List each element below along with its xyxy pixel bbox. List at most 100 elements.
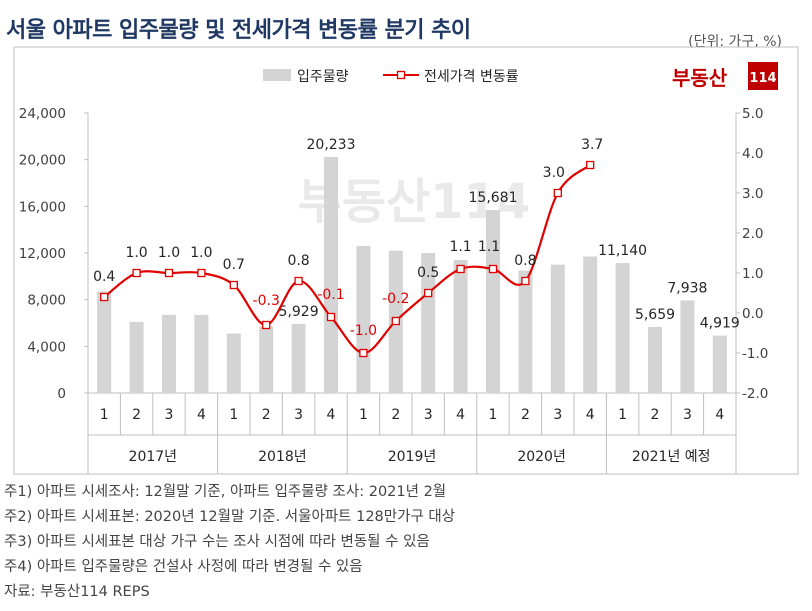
line-value-label: 1.0 [190,245,212,261]
y-left-tick-label: 0 [57,386,66,402]
bar-18 [648,326,662,393]
line-value-label: 0.4 [93,269,115,285]
y-left-tick-label: 4,000 [27,339,66,355]
note-source: 자료: 부동산114 REPS [4,584,150,600]
x-quarter-label: 4 [197,407,206,423]
y-right-tick-label: 2.0 [742,226,763,242]
line-series-path [103,164,591,355]
note-3: 주3) 아파트 시세표본 대상 가구 수는 조사 시점에 따라 변동될 수 있음 [4,534,430,550]
note-2: 주2) 아파트 시세표본: 2020년 12월말 기준. 서울아파트 128만가… [4,509,456,525]
bar-14 [518,270,533,393]
line-value-label: 1.0 [158,245,180,261]
x-year-label: 2017년 [129,449,178,465]
legend-line-label: 전세가격 변동률 [424,69,519,85]
line-point-7 [294,276,303,286]
line-value-label: 0.5 [417,265,439,281]
bar-7 [291,323,306,393]
logo-number: 114 [749,71,776,86]
y-left-tick-label: 24,000 [19,106,66,122]
bar-value-label: 7,938 [667,280,707,296]
x-year-label: 2020년 [517,449,566,465]
line-point-6 [262,320,271,330]
x-quarter-label: 1 [229,407,238,423]
bar-4 [194,314,209,393]
y-left-tick-label: 20,000 [19,153,66,169]
y-right-tick-label: -2.0 [742,386,768,402]
y-left-tick-label: 12,000 [19,246,66,262]
x-quarter-label: 4 [586,407,595,423]
line-value-label: 3.7 [581,137,603,153]
bar-1 [97,291,112,393]
x-quarter-label: 3 [165,407,174,423]
chart-title: 서울 아파트 입주물량 및 전세가격 변동률 분기 추이 [6,18,471,43]
logo-badge [748,62,778,90]
bar-3 [162,314,176,393]
line-value-label: 1.1 [478,239,500,255]
bar-value-label: 5,659 [635,307,675,323]
x-quarter-label: 4 [327,407,336,423]
bar-12 [453,260,468,393]
bar-value-label: 20,233 [307,137,356,153]
bar-5 [226,333,241,393]
line-value-label: 0.7 [223,257,245,273]
legend-line-marker [396,70,406,80]
x-quarter-label: 3 [553,407,562,423]
x-quarter-label: 1 [618,407,627,423]
line-point-3 [164,268,174,278]
legend-bar-label: 입주물량 [297,69,349,85]
x-quarter-label: 4 [715,407,724,423]
line-point-10 [391,316,400,326]
bar-8 [324,156,338,393]
legend-bar-swatch [263,69,291,81]
bar-13 [486,210,500,393]
x-quarter-label: 2 [521,407,530,423]
unit-label: (단위: 가구, %) [688,34,782,50]
y-right-tick-label: 0.0 [742,306,763,322]
bar-value-label: 5,929 [279,304,319,320]
line-point-2 [132,268,141,278]
y-left-tick-label: 8,000 [27,293,66,309]
x-quarter-label: 1 [100,407,109,423]
line-value-label: -0.1 [317,287,344,303]
x-year-label: 2019년 [388,449,437,465]
y-right-tick-label: 3.0 [742,186,763,202]
bar-value-label: 11,140 [598,243,647,259]
line-value-label: 1.0 [125,245,147,261]
line-value-label: 0.8 [514,253,536,269]
x-quarter-label: 1 [359,407,368,423]
chart-svg: 부동산11404,0008,00012,00016,00020,00024,00… [13,46,799,475]
line-value-label: 1.1 [449,239,471,255]
notes: 주1) 아파트 시세조사: 12월말 기준, 아파트 입주물량 조사: 2021… [4,480,455,605]
bar-19 [680,300,695,393]
line-point-12 [456,264,465,274]
bar-value-label: 4,919 [700,316,740,332]
line-point-5 [229,280,238,290]
bar-9 [356,246,371,393]
line-point-4 [197,268,206,278]
line-value-label: -0.2 [382,291,409,307]
line-value-label: -0.3 [253,293,280,309]
y-right-tick-label: 1.0 [742,266,763,282]
x-quarter-label: 2 [132,407,141,423]
y-right-tick-label: 5.0 [742,106,763,122]
bar-16 [583,256,598,393]
y-right-tick-label: -1.0 [742,346,768,362]
line-point-11 [424,288,433,298]
bar-17 [615,263,630,393]
line-point-13 [488,264,498,274]
logo-text: 부동산 [672,66,728,90]
x-quarter-label: 2 [391,407,400,423]
note-4: 주4) 아파트 입주물량은 건설사 사정에 따라 변경될 수 있음 [4,559,363,575]
bar-value-label: 15,681 [469,190,518,206]
line-point-14 [521,276,530,286]
x-quarter-label: 3 [294,407,303,423]
y-right-tick-label: 4.0 [742,146,763,162]
chart-frame [13,46,799,475]
line-value-label: 3.0 [543,165,565,181]
line-value-label: 0.8 [287,253,309,269]
line-point-8 [326,312,336,322]
bar-6 [259,326,274,393]
line-point-9 [359,348,368,358]
x-quarter-label: 3 [683,407,692,423]
x-quarter-label: 4 [456,407,465,423]
